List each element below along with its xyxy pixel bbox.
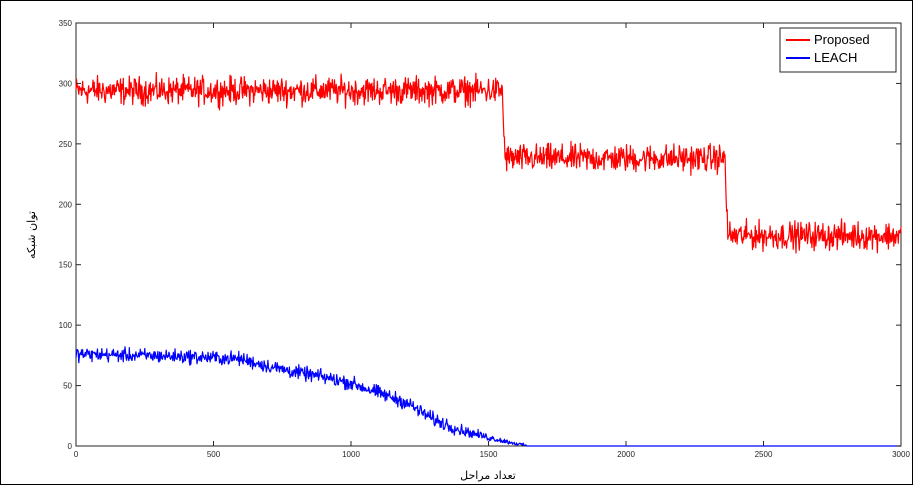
- y-tick-label: 350: [59, 19, 73, 28]
- y-tick-label: 50: [63, 382, 72, 391]
- ticks-layer: 0 500 1000 1500 2000 2500 3000 0 50 100 150 200 250 3…: [59, 19, 911, 459]
- x-tick-label: 1000: [342, 450, 360, 459]
- x-tick-label: 3000: [892, 450, 910, 459]
- legend: Proposed LEACH: [779, 27, 897, 73]
- x-tick-label: 0: [74, 450, 79, 459]
- y-tick-label: 250: [59, 140, 73, 149]
- y-tick-label: 200: [59, 200, 73, 209]
- x-tick-label: 2500: [755, 450, 773, 459]
- x-tick-label: 1500: [480, 450, 498, 459]
- y-tick-label: 100: [59, 321, 73, 330]
- legend-box: [779, 27, 897, 73]
- y-tick-label: 0: [68, 442, 73, 451]
- series-line-proposed: [75, 71, 902, 254]
- legend-entry: LEACH: [814, 50, 857, 65]
- y-axis-label: توان شبکه: [25, 211, 38, 259]
- x-axis-label: تعداد مراحل: [460, 469, 516, 482]
- y-tick-label: 150: [59, 261, 73, 270]
- legend-entry: Proposed: [814, 32, 870, 47]
- x-tick-label: 2000: [617, 450, 635, 459]
- y-tick-label: 300: [59, 79, 73, 88]
- x-tick-label: 500: [207, 450, 221, 459]
